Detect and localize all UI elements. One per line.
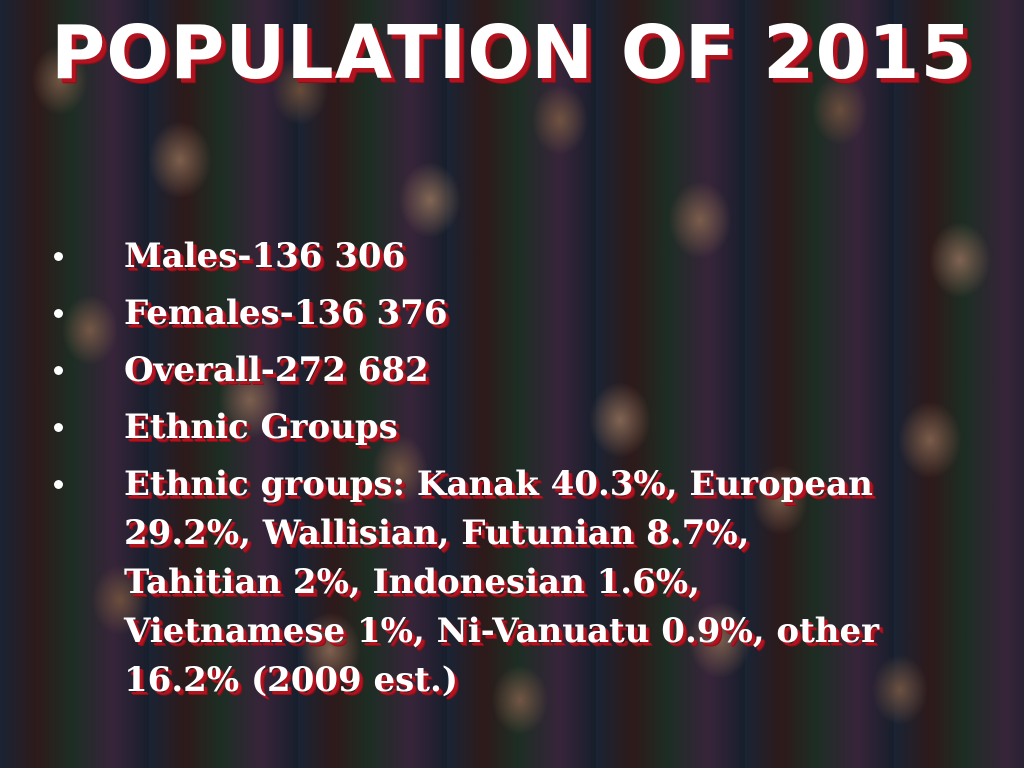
bullet-text: Ethnic groups: Kanak 40.3%, European 29.… [124, 464, 880, 700]
bullet-text: Ethnic Groups [124, 407, 398, 447]
bullet-item-ethnic-groups-heading: Ethnic Groups [50, 403, 910, 452]
bullet-dot-icon [54, 366, 63, 375]
bullet-item-males: Males-136 306 [50, 232, 910, 281]
bullet-dot-icon [54, 480, 63, 489]
bullet-dot-icon [54, 252, 63, 261]
bullet-list: Males-136 306 Females-136 376 Overall-27… [50, 232, 910, 713]
bullet-item-females: Females-136 376 [50, 289, 910, 338]
bullet-text: Females-136 376 [124, 293, 448, 333]
bullet-text: Males-136 306 [124, 236, 406, 276]
bullet-dot-icon [54, 423, 63, 432]
bullet-text: Overall-272 682 [124, 350, 429, 390]
bullet-item-ethnic-groups-detail: Ethnic groups: Kanak 40.3%, European 29.… [50, 460, 910, 705]
bullet-item-overall: Overall-272 682 [50, 346, 910, 395]
bullet-dot-icon [54, 309, 63, 318]
slide-title: POPULATION OF 2015 [51, 10, 973, 96]
